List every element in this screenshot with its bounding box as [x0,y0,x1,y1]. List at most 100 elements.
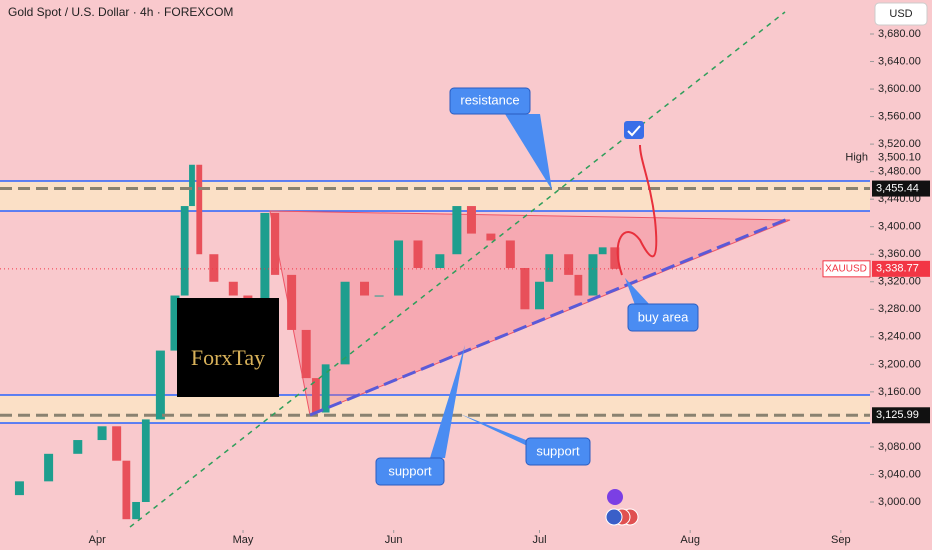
y-tick-label: 3,560.00 [878,110,921,122]
candle [466,206,476,234]
y-tick-label: 3,360.00 [878,248,921,260]
pointer [460,414,540,452]
candle [545,254,554,282]
price-label: 3,455.44 [876,182,919,194]
check [627,125,641,137]
callout [375,457,445,486]
candle [312,378,320,413]
candle [228,281,238,296]
price-tag [872,180,930,197]
candle [301,329,311,379]
series-name: XAUUSD [825,263,867,274]
candle [374,295,384,297]
y-tick-label: 3,600.00 [878,83,921,95]
support-line [309,216,791,417]
series-tag [822,260,871,278]
projection [616,144,658,276]
candle [340,281,350,365]
price-tag [872,407,930,424]
callout [627,303,699,332]
y-tick-label: 3,680.00 [878,28,921,40]
candle [189,164,195,207]
y-tick-label: 3,040.00 [878,468,921,480]
y-tick-label: 3,320.00 [878,276,921,288]
candle [394,240,404,296]
y-tick-label: 3,640.00 [878,55,921,67]
y-tick-label: 3,400.00 [878,221,921,233]
candle [574,274,583,296]
x-tick-label: Jun [385,534,403,546]
chart-title: Gold Spot / U.S. Dollar · 4h · FOREXCOM [8,5,233,19]
target-icon [624,121,644,139]
candle [505,240,515,268]
plot [0,164,870,520]
candle [260,212,270,330]
y-tick-label: 3,000.00 [878,496,921,508]
y-tick-label: 3,280.00 [878,303,921,315]
annotation: support [388,463,432,478]
candle [112,426,122,461]
candle [196,164,203,255]
candle [155,350,165,420]
candle [598,247,607,255]
candle [435,254,445,268]
logo: ForxTay [191,345,265,370]
event-icon[interactable] [605,508,623,526]
candle [122,460,131,520]
logo-box [177,298,279,397]
candle [564,254,574,275]
support-zone [0,395,870,423]
x-tick-label: Sep [831,534,851,546]
candle [413,240,423,268]
annotation: resistance [460,92,519,107]
currency-button[interactable] [874,2,928,26]
last-price-label: 3,338.77 [876,263,919,275]
candle [360,281,370,296]
resistance-zone [0,181,870,211]
candle [180,206,189,296]
callouts: resistance buy area support support [375,87,699,486]
price-label: 3,125.99 [876,409,919,421]
y-tick-label: 3,200.00 [878,358,921,370]
candle [170,295,180,351]
candle [97,426,107,441]
high-label: 3,500.10 [878,152,921,164]
annotation: support [536,443,580,458]
event-icon[interactable] [607,489,623,505]
candle [141,419,150,502]
candle [321,364,330,413]
candle [73,440,83,454]
candle [610,247,620,269]
candle [209,254,219,282]
x-tick-label: Jul [532,534,546,546]
candle [14,481,24,496]
y-tick-label: 3,160.00 [878,386,921,398]
callout [525,437,591,466]
pointer [430,345,465,458]
candle [520,267,530,310]
callout [449,87,531,115]
candle [452,206,462,255]
y-tick-label: 3,080.00 [878,441,921,453]
last-price-tag [872,260,930,277]
y-tick-label: 3,240.00 [878,331,921,343]
currency: USD [889,8,912,20]
candle [588,254,598,296]
pointer [505,114,552,190]
candle [287,274,297,330]
y-tick-label: 3,480.00 [878,166,921,178]
candle [534,281,544,310]
candle [271,212,280,275]
candle [132,501,140,520]
high-title: High [845,152,868,164]
annotation: buy area [638,309,689,324]
candle [486,233,496,241]
trend-line [129,11,786,528]
x-tick-label: Aug [680,534,700,546]
x-tick-label: May [233,534,254,546]
x-tick-label: Apr [89,534,106,546]
y-tick-label: 3,520.00 [878,138,921,150]
pointer [625,278,650,305]
